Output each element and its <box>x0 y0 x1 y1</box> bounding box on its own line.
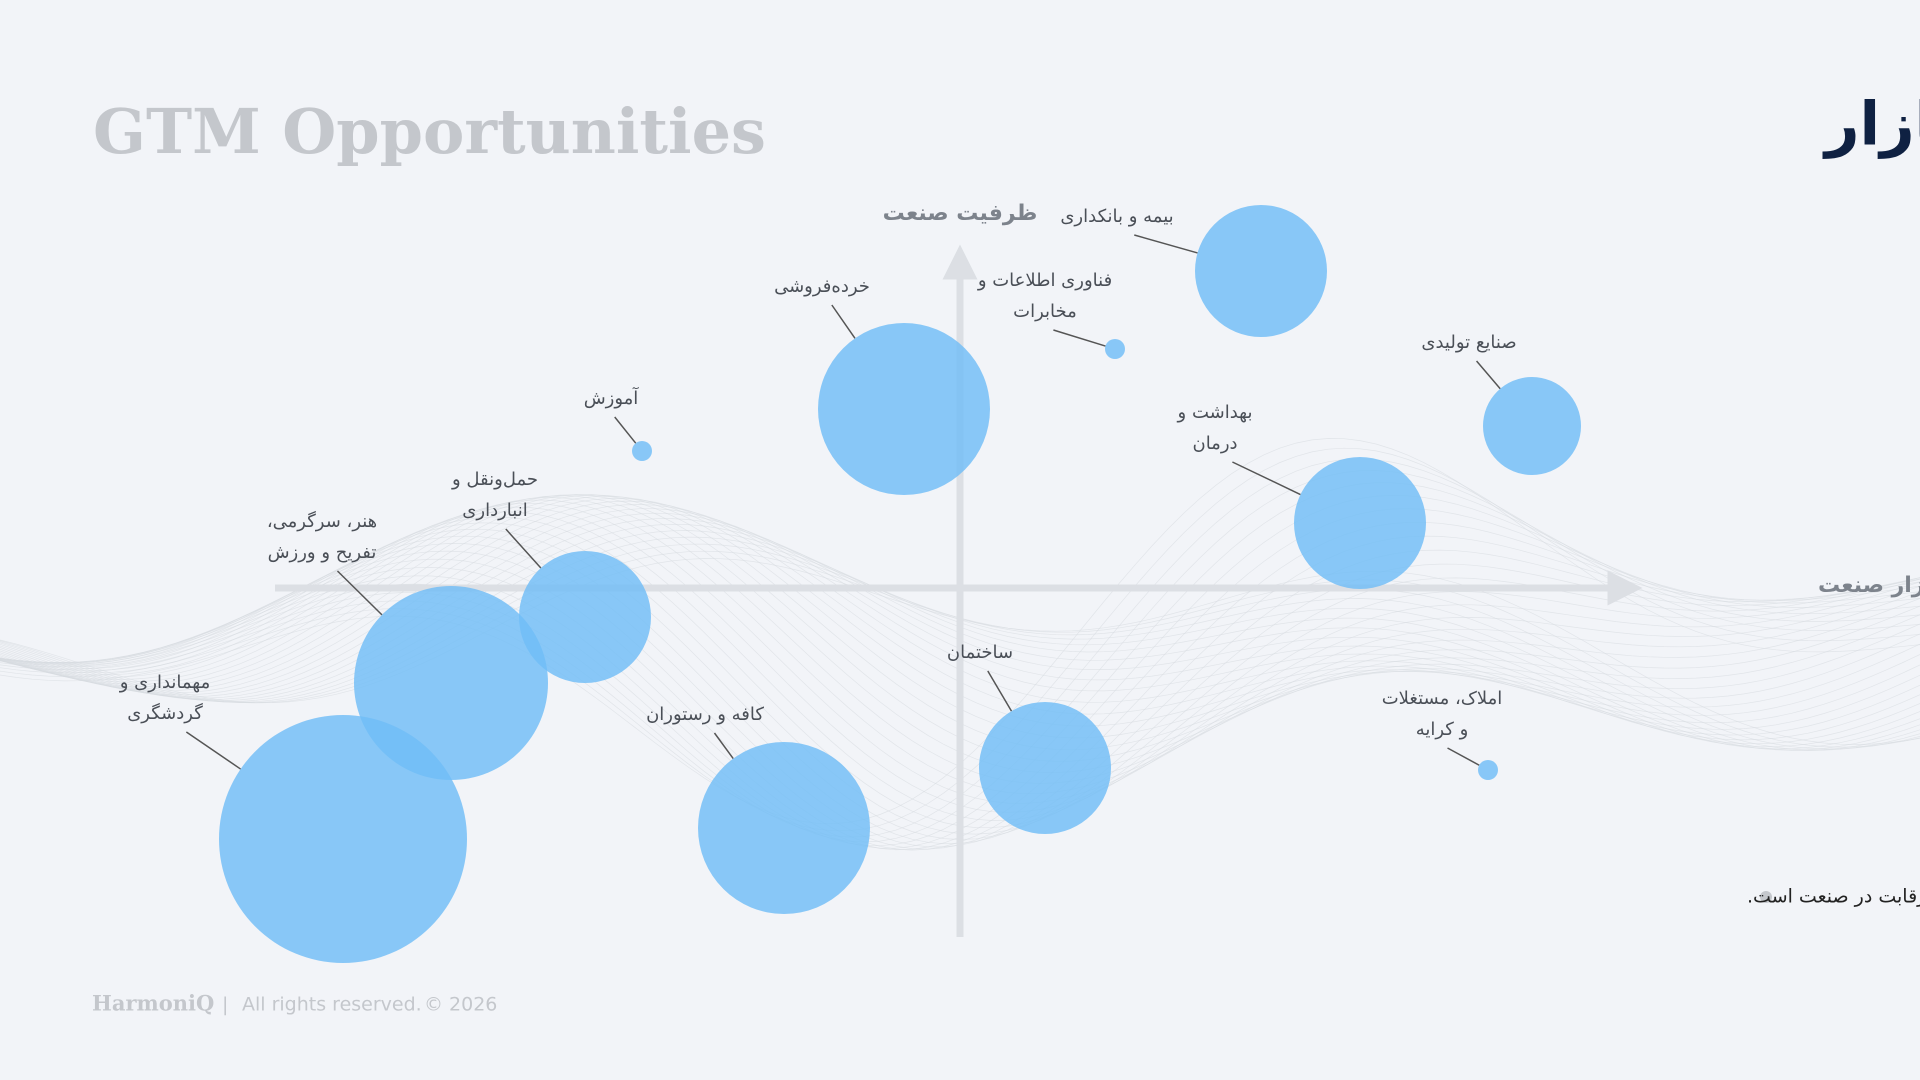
leader-line <box>185 731 242 770</box>
bubble <box>1483 377 1581 475</box>
bubble-label: انبارداری <box>462 500 527 521</box>
y-axis-label: ظرفیت صنعت <box>883 201 1038 226</box>
bubble-label: و کرایه <box>1416 719 1469 740</box>
bubbles: بیمه و بانکداری فناوری اطلاعات و مخابرات خر… <box>119 205 1581 963</box>
leader-line <box>1232 461 1301 496</box>
bubble-label: مهمانداری و <box>119 672 210 693</box>
bubble-label: فناوری اطلاعات و <box>977 270 1112 291</box>
note: شعاع دایره نشان‌دهندهٔ شدت رقابت در صنعت… <box>1747 886 1920 908</box>
bubble <box>632 441 652 461</box>
bubble <box>818 323 990 495</box>
bubble <box>1294 457 1426 589</box>
bubble-label: حمل‌ونقل و <box>451 469 538 490</box>
bubble-label: بهداشت و <box>1177 402 1253 423</box>
footer-copyright: © 2026 <box>424 994 497 1016</box>
bubble <box>219 715 467 963</box>
bubble-label: آموزش <box>584 386 640 409</box>
footer-rights: All rights reserved. <box>242 994 422 1016</box>
leader-line <box>336 570 383 616</box>
bubble-label: گردشگری <box>127 702 203 724</box>
bubble <box>1195 205 1327 337</box>
bubble-label: املاک، مستغلات <box>1382 688 1503 709</box>
title-fa: فرصت‌سنجی ورود به بازار <box>1822 90 1920 160</box>
x-axis-label: سهم بازار صنعت <box>1818 573 1920 598</box>
bubble <box>519 551 651 683</box>
leader-line <box>1447 747 1480 766</box>
note-bullet <box>1760 891 1772 903</box>
footer-brand: HarmoniQ <box>92 991 214 1016</box>
bubble-label: کافه و رستوران <box>646 704 764 725</box>
bubble-label: تفریح و ورزش <box>268 542 377 563</box>
leader-line <box>713 732 734 760</box>
bubble <box>1478 760 1498 780</box>
leader-line <box>505 528 542 569</box>
bubble-label: صنایع تولیدی <box>1421 332 1516 353</box>
bubble <box>1105 339 1125 359</box>
leader-line <box>831 304 856 339</box>
bubble-label: درمان <box>1192 433 1237 454</box>
leader-line <box>1475 360 1501 390</box>
bubble-label: هنر، سرگرمی، <box>267 510 377 532</box>
bubble-label: خرده‌فروشی <box>774 276 870 297</box>
bubble-label: بیمه و بانکداری <box>1060 206 1173 227</box>
bubble-label: ساختمان <box>947 642 1013 663</box>
footer-separator: | <box>222 994 228 1016</box>
bubble <box>979 702 1111 834</box>
leader-line <box>614 416 637 444</box>
bubble <box>698 742 870 914</box>
title-en: GTM Opportunities <box>93 95 766 168</box>
bubble-label: مخابرات <box>1013 301 1077 322</box>
leader-line <box>1053 329 1106 347</box>
leader-line <box>1134 234 1198 254</box>
leader-line <box>987 670 1013 712</box>
